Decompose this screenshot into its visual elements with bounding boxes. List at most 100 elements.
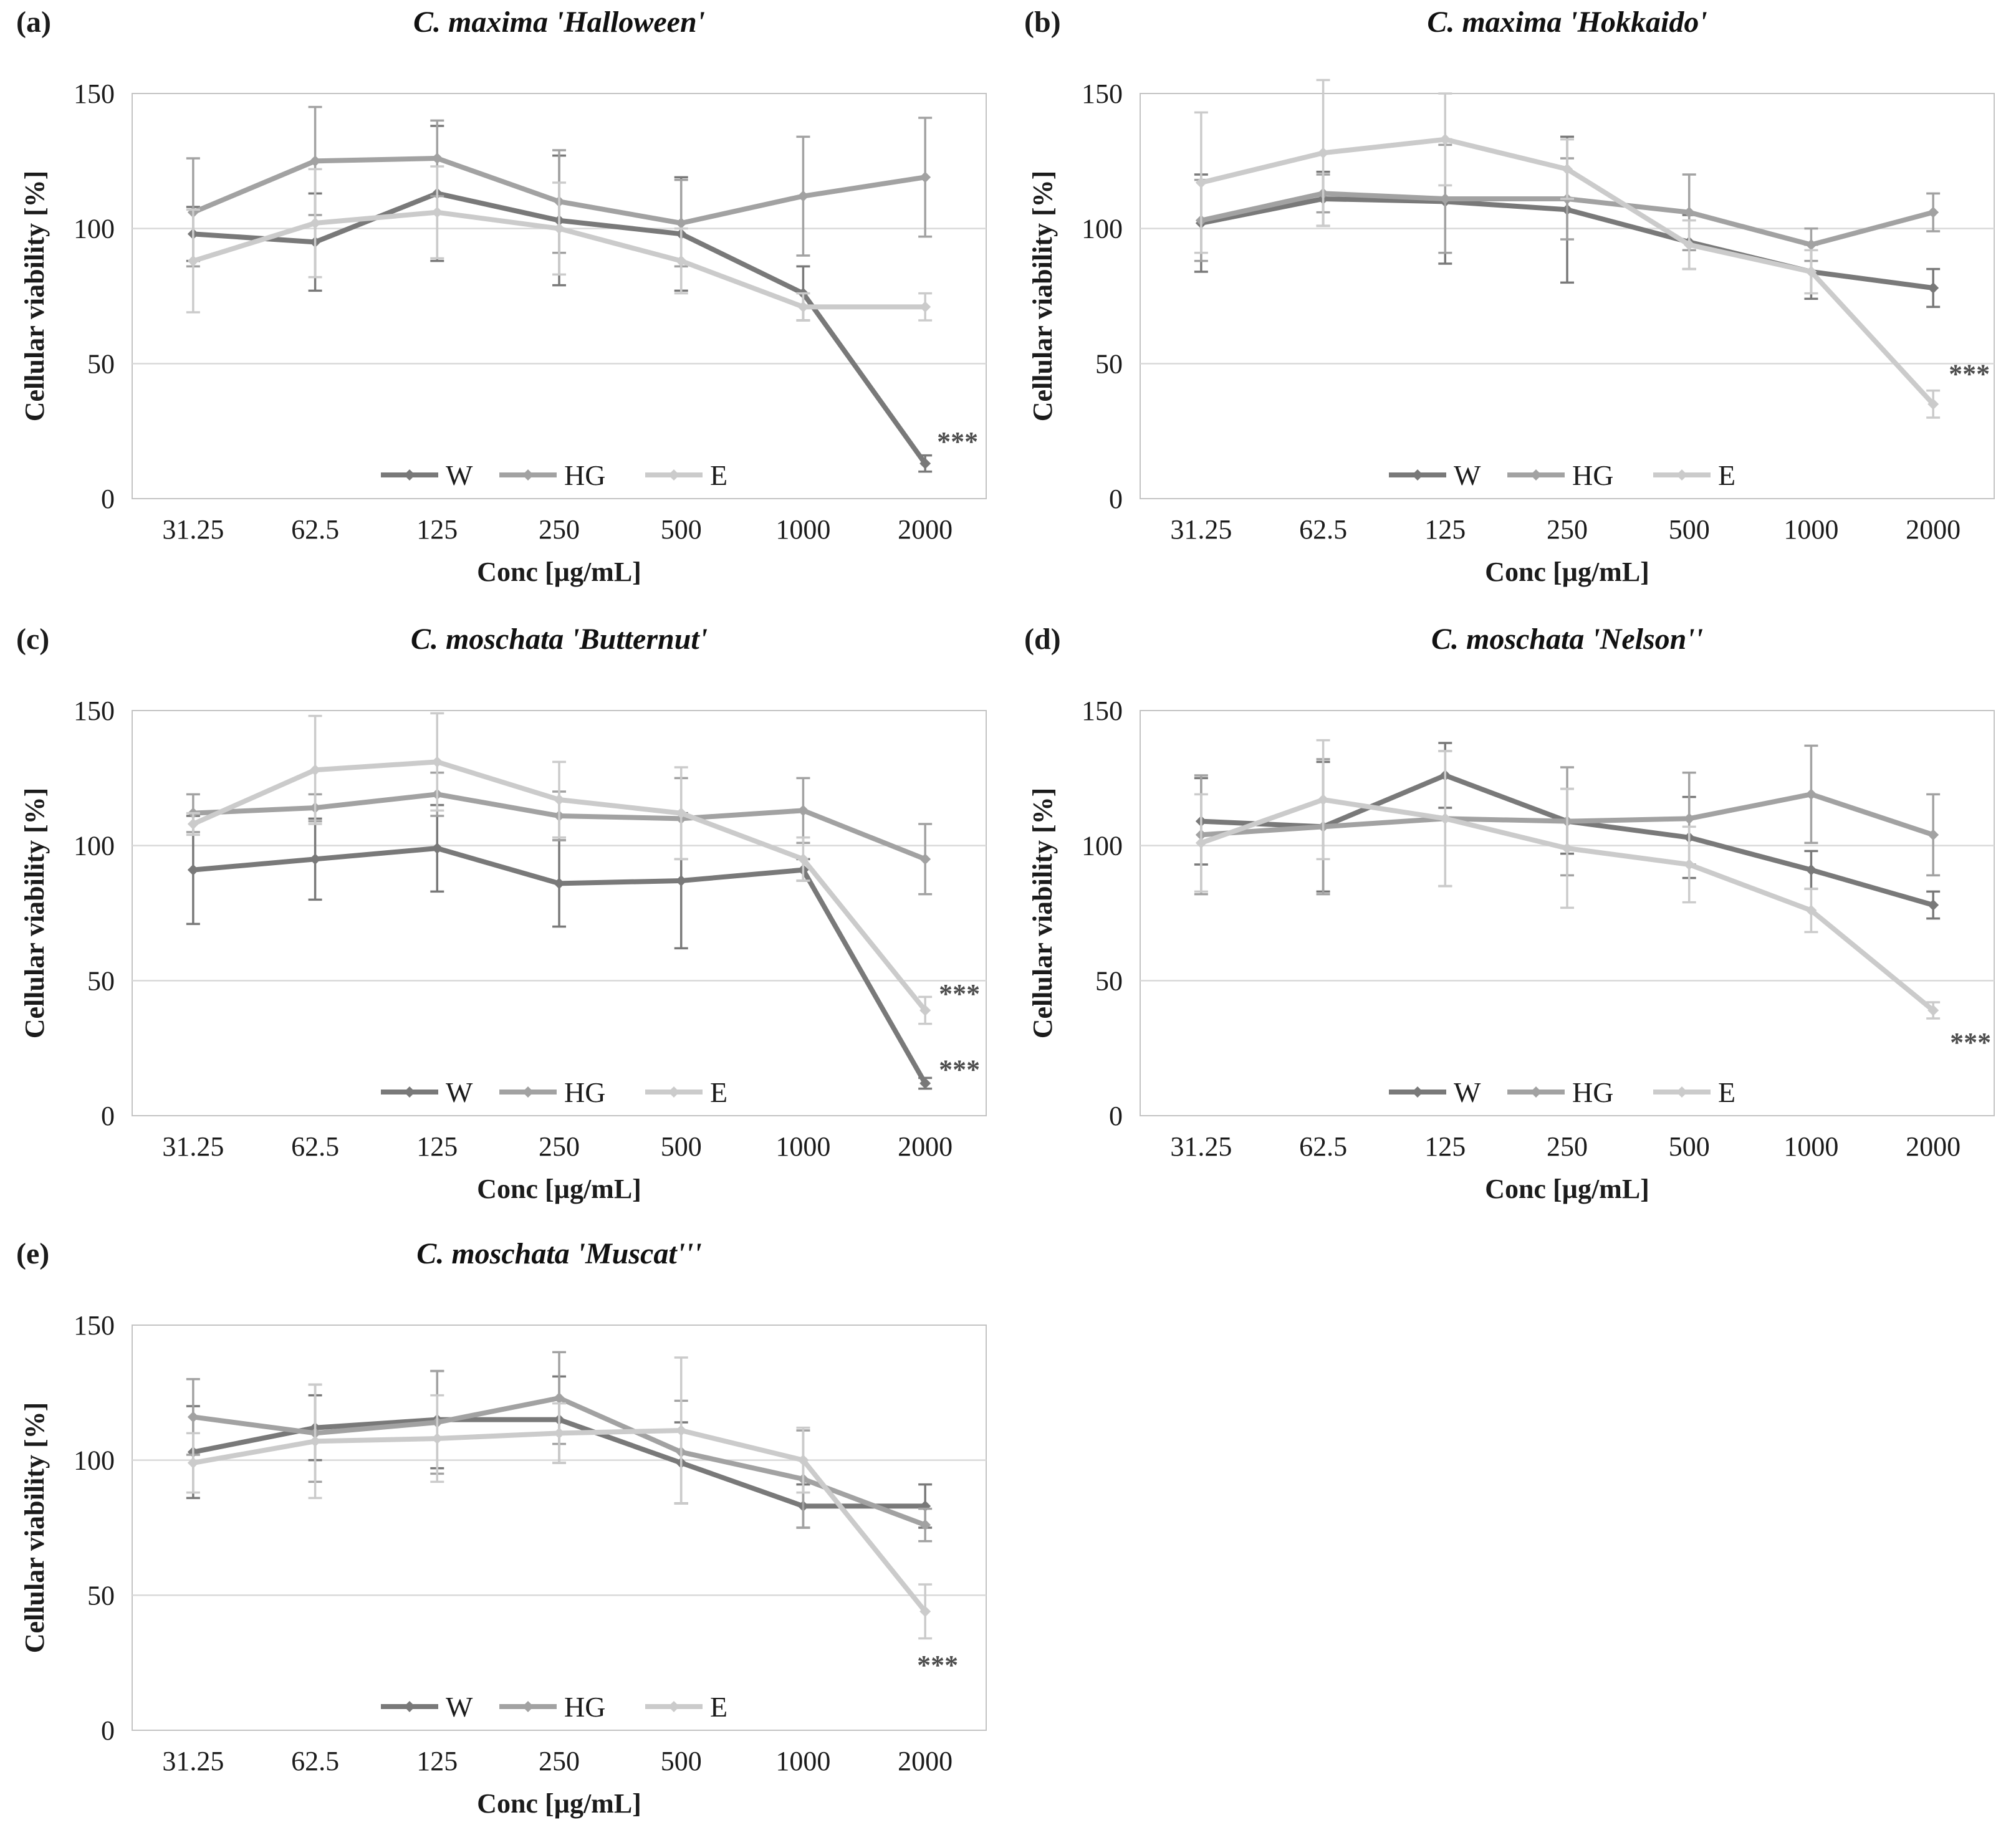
plot-border: [132, 1324, 987, 1731]
panel-e: (e) C. moschata 'Muscat''' 0 50 100 150 31.2…: [0, 1232, 1008, 1824]
x-tick-label: 125: [416, 514, 458, 545]
y-tick-label: 150: [74, 696, 115, 726]
marker-diamond: [797, 853, 809, 865]
x-tick-label: 62.5: [291, 1131, 339, 1162]
marker-diamond: [1805, 239, 1817, 251]
x-tick-label: 250: [539, 1131, 580, 1162]
marker-diamond: [431, 843, 443, 854]
x-axis-title: Conc [µg/mL]: [1485, 557, 1649, 587]
marker-diamond: [554, 223, 565, 234]
marker-diamond: [1195, 177, 1207, 188]
marker-diamond: [675, 255, 687, 267]
marker-diamond: [1439, 193, 1451, 204]
chart-a-canvas: 0 50 100 150 31.25 62.5 125 250 500 1000 2000 Conc …: [19, 79, 987, 587]
x-tick-label: 500: [1669, 1131, 1710, 1162]
legend-item-HG: HG: [1507, 459, 1613, 491]
series-E: [1194, 79, 1941, 419]
legend-swatch-marker: [668, 1086, 679, 1098]
chart-title-d: C. moschata 'Nelson'': [1431, 623, 1704, 656]
panel-letter-e: (e): [16, 1237, 50, 1270]
marker-diamond: [1195, 837, 1207, 849]
legend-label-HG: HG: [564, 1691, 605, 1723]
chart-title-c: C. moschata 'Butternut': [410, 623, 708, 656]
marker-diamond: [1927, 899, 1939, 911]
y-tick-label: 100: [74, 1445, 115, 1476]
marker-diamond: [919, 457, 931, 469]
legend-item-E: E: [645, 1691, 727, 1723]
legend-item-E: E: [1653, 1076, 1735, 1108]
significance-annotation: ***: [939, 1054, 980, 1085]
panel-c: (c) C. moschata 'Butternut' 0 50 100 150 31.…: [0, 617, 1008, 1209]
marker-diamond: [675, 1425, 687, 1436]
marker-diamond: [919, 853, 931, 865]
legend-item-W: W: [381, 1691, 473, 1723]
y-tick-label: 0: [101, 1101, 115, 1131]
y-tick-label: 100: [74, 831, 115, 861]
marker-diamond: [797, 1454, 809, 1466]
y-tick-label: 0: [1109, 1101, 1123, 1131]
marker-diamond: [554, 1392, 565, 1404]
marker-diamond: [797, 301, 809, 313]
marker-diamond: [919, 1005, 931, 1016]
legend-swatch-marker: [404, 1701, 415, 1712]
x-tick-label: 2000: [1906, 514, 1961, 545]
series-E: [186, 712, 933, 1025]
x-tick-label: 31.25: [1170, 1131, 1232, 1162]
x-tick-label: 250: [539, 1746, 580, 1776]
significance-annotation: ***: [937, 426, 978, 457]
legend-label-E: E: [710, 1076, 727, 1108]
y-axis-title: Cellular viability [%]: [1027, 171, 1058, 422]
x-tick-label: 125: [416, 1131, 458, 1162]
legend: W HG E: [381, 459, 727, 491]
x-axis-title: Conc [µg/mL]: [477, 1174, 641, 1204]
y-tick-label: 0: [101, 484, 115, 514]
x-tick-label: 1000: [1783, 514, 1838, 545]
y-axis-title: Cellular viability [%]: [1027, 788, 1058, 1039]
significance-annotation: ***: [1949, 359, 1990, 390]
legend-label-HG: HG: [1572, 459, 1613, 491]
legend-swatch-marker: [1676, 469, 1687, 481]
series-E: [1194, 739, 1941, 1020]
marker-diamond: [919, 1519, 931, 1531]
legend-item-W: W: [1389, 459, 1481, 491]
marker-diamond: [1805, 266, 1817, 277]
plot-border: [1140, 710, 1995, 1116]
significance-annotation: ***: [917, 1650, 958, 1680]
marker-diamond: [187, 818, 199, 830]
y-tick-label: 150: [74, 79, 115, 109]
chart-b-canvas: 0 50 100 150 31.25 62.5 125 250 500 1000 2000 Conc …: [1027, 79, 1995, 587]
legend-label-W: W: [1454, 459, 1481, 491]
x-tick-label: 250: [539, 514, 580, 545]
legend-item-HG: HG: [499, 1691, 605, 1723]
x-axis-title: Conc [µg/mL]: [477, 1788, 641, 1819]
marker-diamond: [1439, 133, 1451, 145]
legend-item-E: E: [645, 459, 727, 491]
y-tick-label: 0: [101, 1715, 115, 1746]
x-tick-label: 125: [1424, 1131, 1466, 1162]
marker-diamond: [1927, 1005, 1939, 1016]
x-tick-label: 125: [1424, 514, 1466, 545]
x-tick-label: 500: [661, 1746, 702, 1776]
plot-border: [132, 93, 987, 499]
y-tick-label: 50: [87, 965, 115, 996]
x-tick-label: 2000: [898, 514, 953, 545]
marker-diamond: [431, 1433, 443, 1444]
panel-letter-a: (a): [16, 6, 51, 39]
x-tick-label: 250: [1547, 514, 1588, 545]
x-tick-label: 2000: [898, 1131, 953, 1162]
marker-diamond: [309, 853, 321, 865]
marker-diamond: [1927, 282, 1939, 294]
x-tick-label: 62.5: [291, 1746, 339, 1776]
y-tick-label: 50: [87, 348, 115, 379]
x-tick-label: 125: [416, 1746, 458, 1776]
x-tick-label: 500: [661, 514, 702, 545]
x-tick-label: 62.5: [291, 514, 339, 545]
y-tick-label: 100: [1082, 214, 1123, 244]
legend-swatch-marker: [668, 1701, 679, 1712]
legend-item-E: E: [1653, 459, 1735, 491]
legend-swatch-marker: [1530, 1086, 1542, 1098]
x-axis-title: Conc [µg/mL]: [477, 557, 641, 587]
x-tick-label: 62.5: [1299, 514, 1347, 545]
x-tick-label: 1000: [775, 1746, 830, 1776]
x-tick-label: 250: [1547, 1131, 1588, 1162]
